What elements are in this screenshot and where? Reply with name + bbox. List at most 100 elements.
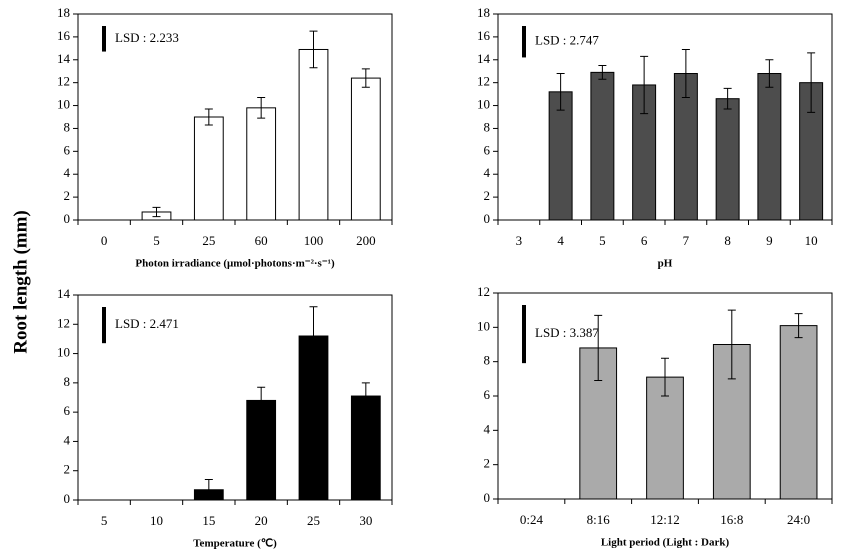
x-tick-label: 16:8: [720, 512, 743, 527]
y-tick-label: 12: [477, 74, 490, 89]
error-bar: [257, 386, 266, 415]
error-bar: [361, 68, 370, 88]
plot-frame: [77, 13, 393, 221]
y-tick-label: 2: [484, 188, 491, 203]
y-tick-label: 18: [477, 5, 490, 20]
x-tick-label: 9: [766, 233, 773, 248]
y-tick-label: 4: [484, 165, 491, 180]
x-tick-label: 0: [101, 233, 108, 248]
x-tick-label: 200: [356, 233, 376, 248]
y-tick-label: 10: [57, 97, 70, 112]
y-tick-label: 14: [477, 51, 491, 66]
y-tick-label: 6: [64, 142, 71, 157]
bar: [298, 48, 329, 221]
y-tick-label: 0: [64, 491, 71, 506]
x-tick-label: 24:0: [787, 512, 810, 527]
x-tick-label: 15: [202, 513, 215, 528]
bar: [757, 73, 782, 221]
y-tick-label: 10: [57, 345, 70, 360]
x-tick-label: 5: [101, 513, 108, 528]
bar: [246, 399, 277, 501]
x-axis-label: Photon irradiance (μmol·photons·m⁻²·s⁻¹): [135, 258, 335, 270]
error-bar: [794, 313, 803, 339]
x-tick-label: 30: [359, 513, 372, 528]
error-bar: [598, 65, 607, 80]
y-tick-label: 6: [484, 387, 491, 402]
y-tick-label: 2: [64, 462, 71, 477]
x-tick-label: 8: [724, 233, 731, 248]
error-bar: [661, 357, 669, 397]
bar: [779, 325, 818, 500]
y-tick-label: 2: [64, 188, 71, 203]
error-bar: [640, 55, 649, 115]
bar: [590, 71, 615, 221]
x-tick-label: 100: [304, 233, 324, 248]
x-tick-label: 20: [255, 513, 268, 528]
error-bar: [765, 59, 774, 88]
bar: [246, 107, 277, 221]
x-tick-label: 10: [805, 233, 818, 248]
y-tick-label: 4: [484, 421, 491, 436]
error-bar: [594, 314, 603, 382]
bar: [548, 91, 573, 221]
bar: [715, 98, 740, 221]
bar: [193, 116, 224, 221]
y-tick-label: 8: [484, 119, 491, 134]
lsd-label: LSD : 3.387: [535, 325, 599, 340]
y-tick-label: 10: [477, 318, 490, 333]
lsd-label: LSD : 2.747: [535, 33, 599, 48]
error-bar: [152, 206, 161, 218]
bar: [350, 395, 381, 501]
error-bar: [257, 97, 266, 119]
x-tick-label: 60: [255, 233, 268, 248]
y-tick-label: 8: [484, 353, 491, 368]
lsd-label: LSD : 2.233: [115, 30, 179, 45]
error-bar: [204, 108, 213, 126]
error-bar: [361, 382, 370, 410]
lsd-label: LSD : 2.471: [115, 316, 179, 331]
error-bar: [309, 30, 318, 69]
error-bar: [727, 309, 736, 380]
error-bar: [204, 479, 213, 501]
x-tick-label: 8:16: [587, 512, 611, 527]
y-tick-label: 16: [477, 28, 491, 43]
x-tick-label: 10: [150, 513, 163, 528]
y-tick-label: 0: [484, 490, 491, 505]
x-tick-label: 4: [557, 233, 564, 248]
y-tick-label: 18: [57, 5, 70, 20]
y-tick-label: 10: [477, 97, 490, 112]
x-tick-label: 0:24: [520, 512, 544, 527]
y-tick-label: 0: [484, 211, 491, 226]
error-bar: [681, 48, 690, 99]
x-tick-label: 25: [202, 233, 215, 248]
error-bar: [556, 73, 565, 111]
x-tick-label: 6: [641, 233, 648, 248]
y-tick-label: 14: [57, 51, 71, 66]
x-axis-label: Light period (Light : Dark): [601, 537, 730, 549]
y-tick-label: 16: [57, 28, 71, 43]
y-tick-label: 12: [57, 74, 70, 89]
error-bar: [807, 52, 816, 113]
x-axis-label: Temperature (℃): [193, 538, 277, 550]
bar: [350, 77, 381, 221]
y-tick-label: 8: [64, 374, 71, 389]
y-tick-label: 8: [64, 119, 71, 134]
y-tick-label: 6: [484, 142, 491, 157]
y-tick-label: 6: [64, 403, 71, 418]
error-bar: [309, 306, 318, 366]
y-tick-label: 14: [57, 286, 71, 301]
x-axis-label: pH: [658, 258, 673, 270]
error-bar: [723, 87, 732, 110]
y-tick-label: 4: [64, 165, 71, 180]
x-tick-label: 5: [153, 233, 160, 248]
x-tick-label: 5: [599, 233, 606, 248]
y-axis-label: Root length (mm): [10, 210, 31, 354]
y-tick-label: 12: [57, 315, 70, 330]
x-tick-label: 3: [516, 233, 523, 248]
x-tick-label: 25: [307, 513, 320, 528]
x-tick-label: 12:12: [650, 512, 680, 527]
x-tick-label: 7: [683, 233, 690, 248]
y-tick-label: 4: [64, 432, 71, 447]
y-tick-label: 12: [477, 284, 490, 299]
